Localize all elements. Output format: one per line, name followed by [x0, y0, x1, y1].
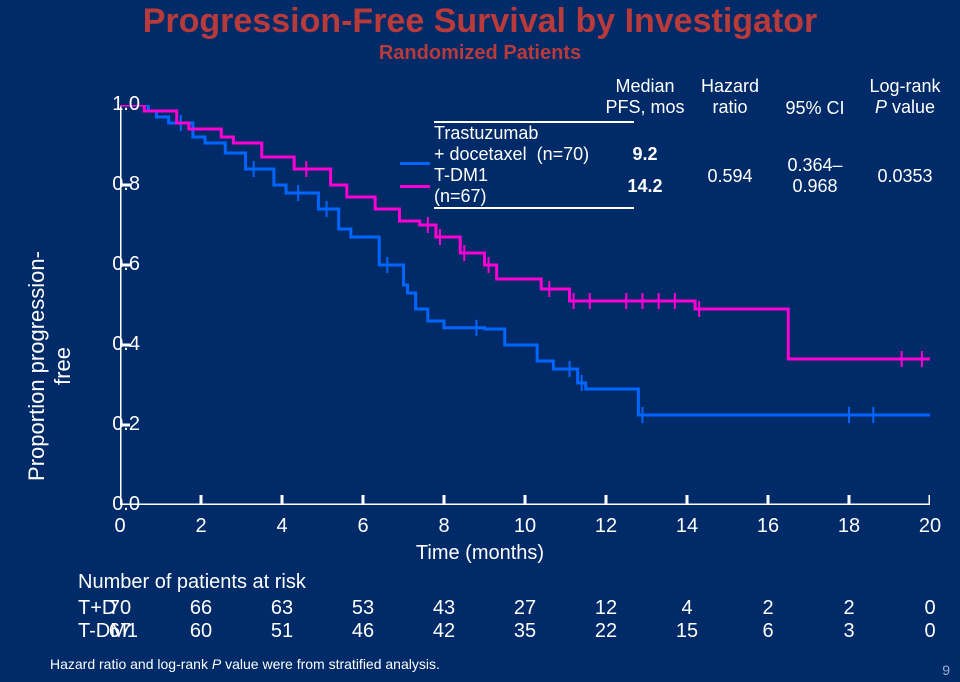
stats-label-td-b: + docetaxel: [434, 144, 527, 164]
atrisk-value: 66: [181, 597, 221, 620]
x-tick-label: 20: [910, 515, 950, 538]
stats-median-td: 9.2: [600, 144, 690, 165]
x-tick-label: 12: [586, 515, 626, 538]
y-tick-label: 0.2: [100, 413, 140, 436]
stats-ci-b: 0.968: [770, 176, 860, 197]
footnote-c: value were from stratified analysis.: [221, 656, 440, 672]
x-tick-label: 18: [829, 515, 869, 538]
atrisk-value: 2: [829, 597, 869, 620]
x-axis-label: Time (months): [0, 542, 960, 565]
atrisk-value: 46: [343, 620, 383, 643]
atrisk-value: 0: [910, 620, 950, 643]
stats-hr: 0.594: [690, 166, 770, 187]
footnote-a: Hazard ratio and log-rank: [50, 656, 212, 672]
atrisk-value: 51: [262, 620, 302, 643]
atrisk-value: 3: [829, 620, 869, 643]
atrisk-value: 35: [505, 620, 545, 643]
atrisk-value: 70: [100, 597, 140, 620]
atrisk-value: 60: [181, 620, 221, 643]
y-tick-label: 0.4: [100, 333, 140, 356]
atrisk-value: 42: [424, 620, 464, 643]
slide-subtitle: Randomized Patients: [0, 42, 960, 65]
stats-head-p-t: value: [887, 97, 935, 117]
atrisk-value: 6: [748, 620, 788, 643]
x-tick-label: 16: [748, 515, 788, 538]
stats-head-ci: 95% CI: [770, 76, 860, 119]
atrisk-value: 22: [586, 620, 626, 643]
legend-swatch-td: [400, 162, 430, 165]
x-tick-label: 0: [100, 515, 140, 538]
stats-head-hr-a: Hazard: [690, 76, 770, 97]
footnote: Hazard ratio and log-rank P value were f…: [50, 656, 440, 672]
stats-row-tdm1: T-DM1 (n=67) 14.2 0.594 0.364– 0.968 0.0…: [400, 165, 950, 207]
x-tick-label: 8: [424, 515, 464, 538]
atrisk-title: Number of patients at risk: [78, 571, 306, 594]
slide-number: 9: [942, 662, 950, 678]
stats-head-p-a: Log-rank: [860, 76, 950, 97]
y-tick-label: 1.0: [100, 93, 140, 116]
stats-head-median-b: PFS, mos: [600, 97, 690, 118]
atrisk-value: 43: [424, 597, 464, 620]
stats-pvalue: 0.0353: [860, 166, 950, 187]
stats-ci-a: 0.364–: [770, 155, 860, 176]
stats-header-row: Median PFS, mos Hazard ratio 95% CI Log-…: [400, 76, 950, 121]
stats-row-td: Trastuzumab + docetaxel (n=70) 9.2: [400, 123, 950, 165]
y-tick-label: 0.0: [100, 493, 140, 516]
stats-label-tdm1: T-DM1: [434, 165, 488, 185]
atrisk-value: 2: [748, 597, 788, 620]
x-tick-label: 10: [505, 515, 545, 538]
stats-head-hr-b: ratio: [690, 97, 770, 118]
atrisk-value: 27: [505, 597, 545, 620]
stats-n-tdm1: (n=67): [434, 186, 487, 206]
slide-title: Progression-Free Survival by Investigato…: [0, 2, 960, 41]
legend-swatch-tdm1: [400, 185, 430, 188]
x-tick-label: 4: [262, 515, 302, 538]
atrisk-value: 4: [667, 597, 707, 620]
footnote-b: P: [212, 656, 221, 672]
stats-divider-bottom: [434, 207, 634, 209]
stats-head-median-a: Median: [600, 76, 690, 97]
x-tick-label: 14: [667, 515, 707, 538]
stats-median-tdm1: 14.2: [600, 176, 690, 197]
atrisk-value: 63: [262, 597, 302, 620]
x-tick-label: 2: [181, 515, 221, 538]
atrisk-value: 15: [667, 620, 707, 643]
stats-n-td: (n=70): [537, 144, 590, 164]
atrisk-value: 0: [910, 597, 950, 620]
atrisk-value: 67: [100, 620, 140, 643]
y-tick-label: 0.6: [100, 253, 140, 276]
stats-table: Median PFS, mos Hazard ratio 95% CI Log-…: [400, 76, 950, 209]
atrisk-value: 12: [586, 597, 626, 620]
y-axis-label: Proportion progression-free: [24, 236, 76, 496]
y-tick-label: 0.8: [100, 173, 140, 196]
stats-label-td-a: Trastuzumab: [434, 123, 600, 144]
stats-head-p-i: P: [875, 97, 887, 117]
atrisk-value: 53: [343, 597, 383, 620]
x-tick-label: 6: [343, 515, 383, 538]
